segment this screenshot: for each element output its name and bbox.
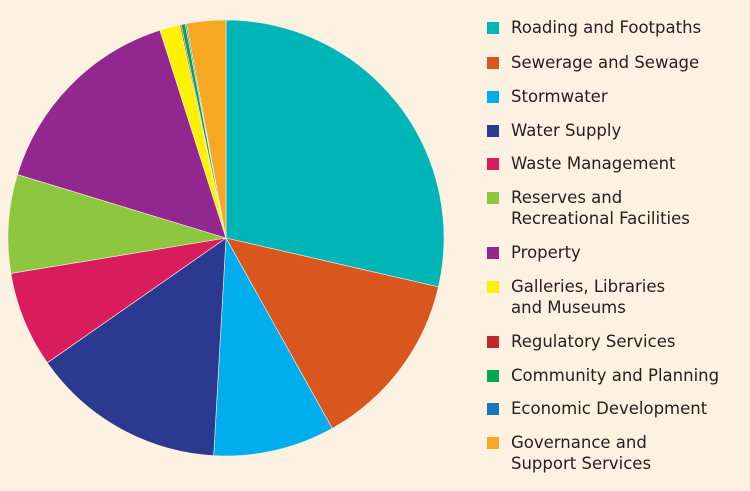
legend-item: Economic Development	[487, 398, 707, 419]
legend-swatch	[487, 336, 499, 348]
legend-swatch	[487, 125, 499, 137]
legend-label: Roading and Footpaths	[511, 18, 702, 37]
legend-swatch	[487, 403, 499, 415]
pie-slice-11	[186, 19, 227, 239]
legend-item: Sewerage and Sewage	[487, 52, 699, 73]
pie-slice-5	[7, 174, 227, 274]
legend-item: Waste Management	[487, 153, 676, 174]
legend-swatch	[487, 437, 499, 449]
legend-item: Regulatory Services	[487, 331, 675, 352]
legend-label: Property	[511, 243, 581, 262]
legend-label: Waste Management	[511, 154, 676, 173]
legend-label: Economic Development	[511, 399, 708, 418]
legend-swatch	[487, 281, 499, 293]
pie-slice-3	[46, 237, 227, 456]
legend-item: Community and Planning	[487, 365, 719, 386]
legend-label: Regulatory Services	[511, 332, 676, 351]
legend-label: Governance and Support Services	[511, 433, 652, 473]
legend-item: Governance and Support Services	[487, 432, 651, 474]
legend-item: Stormwater	[487, 86, 608, 107]
legend-label: Water Supply	[511, 121, 622, 140]
pie-slice-0	[225, 19, 445, 288]
legend-item: Galleries, Libraries and Museums	[487, 276, 665, 318]
legend-label: Reserves and Recreational Facilities	[511, 188, 690, 228]
legend-item: Roading and Footpaths	[487, 17, 701, 38]
legend-label: Stormwater	[511, 87, 608, 106]
legend-item: Reserves and Recreational Facilities	[487, 187, 690, 229]
legend-swatch	[487, 57, 499, 69]
legend-swatch	[487, 247, 499, 259]
legend-item: Property	[487, 242, 581, 263]
pie-chart	[7, 19, 445, 457]
legend-swatch	[487, 158, 499, 170]
legend-swatch	[487, 91, 499, 103]
legend-label: Sewerage and Sewage	[511, 53, 700, 72]
legend-label: Galleries, Libraries and Museums	[511, 277, 666, 317]
pie-slice-2	[213, 236, 333, 457]
legend-swatch	[487, 370, 499, 382]
pie-slice-6	[17, 29, 227, 239]
legend-label: Community and Planning	[511, 366, 720, 385]
legend-swatch	[487, 192, 499, 204]
pie-slice-1	[225, 237, 439, 429]
legend-item: Water Supply	[487, 120, 621, 141]
legend-swatch	[487, 22, 499, 34]
